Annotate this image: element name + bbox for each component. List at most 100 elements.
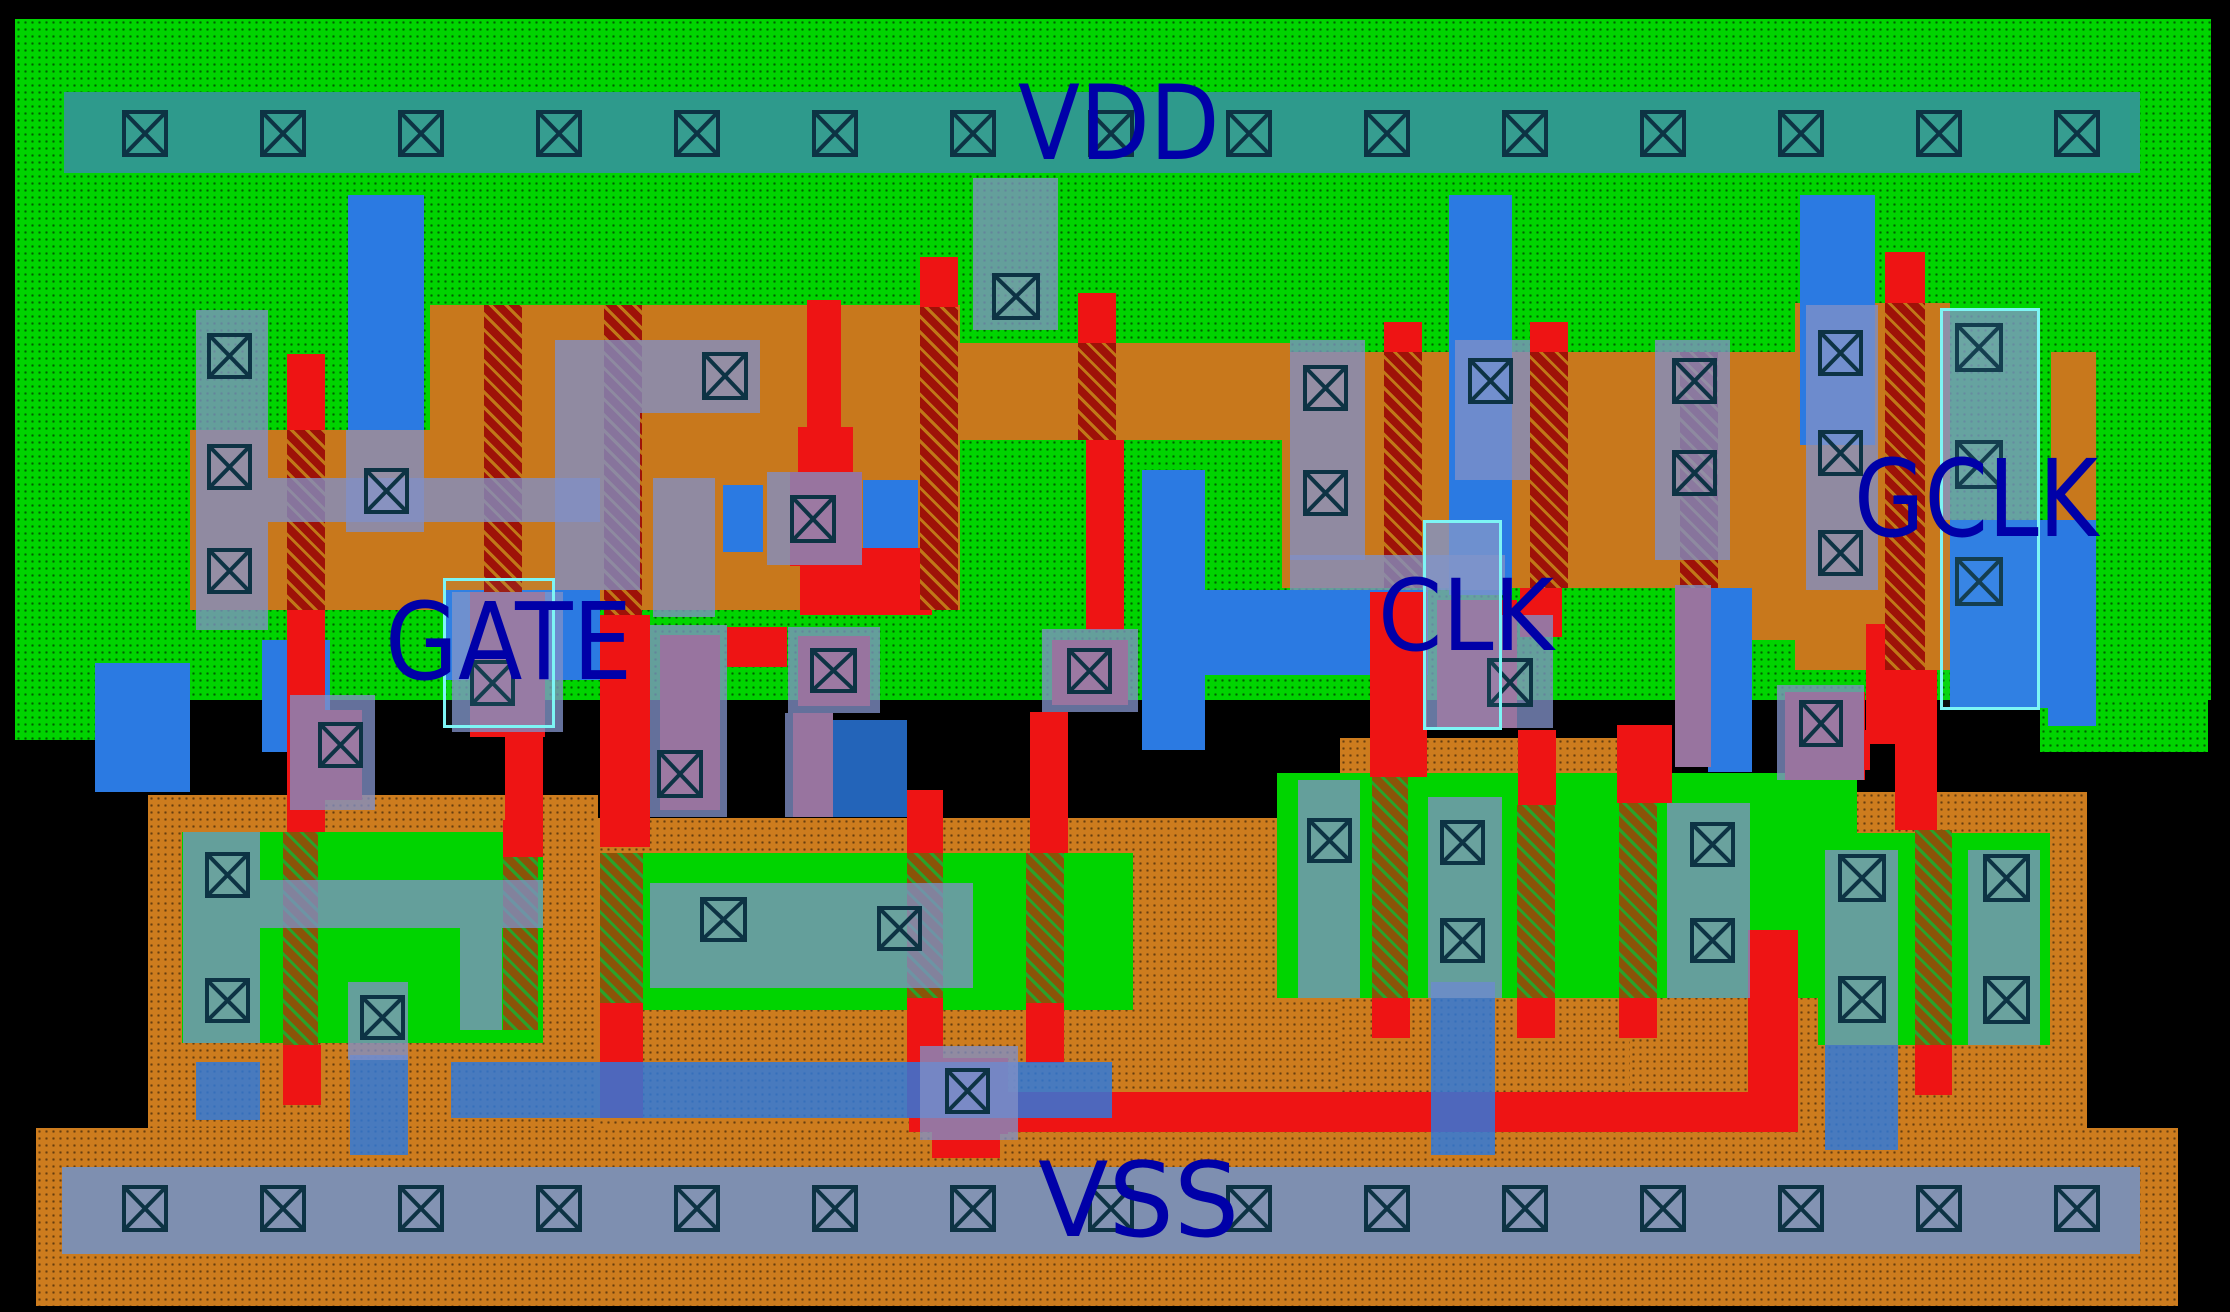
- layer-shape-po: [907, 790, 943, 853]
- layer-shape-po: [807, 300, 841, 427]
- layer-shape-po: [287, 354, 325, 430]
- contact-via: [1690, 918, 1735, 963]
- layer-shape-pg: [484, 305, 522, 592]
- layer-shape-m2: [1142, 470, 1205, 750]
- contact-via: [364, 468, 409, 514]
- vdd-rail-contact-via: [1916, 110, 1962, 157]
- contact-via: [318, 722, 363, 768]
- vdd-rail-contact-via: [260, 110, 306, 157]
- layer-shape-ng: [1517, 805, 1555, 998]
- vdd-rail-contact-via: [1088, 110, 1134, 157]
- vdd-rail-band: [64, 92, 2140, 173]
- layer-shape-m1: [1667, 803, 1750, 998]
- layer-shape-ng: [1372, 777, 1408, 998]
- layer-shape-po: [1370, 592, 1427, 777]
- layer-shape-m2: [95, 663, 190, 792]
- net-label-vss[interactable]: VSS: [1038, 1141, 1240, 1262]
- contact-via: [1440, 820, 1485, 865]
- vss-rail-contact-via: [1226, 1185, 1272, 1232]
- net-label-gclk[interactable]: GCLK: [1854, 437, 2099, 562]
- layer-shape-m2: [348, 195, 424, 430]
- contact-via: [1672, 450, 1717, 496]
- contact-via: [205, 978, 250, 1023]
- layer-shape-ng: [1026, 853, 1064, 1003]
- layer-shape-pa: [960, 343, 1290, 440]
- contact-via: [877, 906, 922, 951]
- clk-pin-marker[interactable]: [1423, 520, 1502, 730]
- layer-shape-po: [798, 427, 853, 475]
- layer-shape-ng: [600, 853, 643, 1003]
- vdd-rail-contact-via: [950, 110, 996, 157]
- layer-shape-m1: [346, 430, 424, 532]
- layer-shape-po: [920, 257, 958, 307]
- contact-via: [1487, 658, 1533, 707]
- layer-shape-po: [1372, 998, 1410, 1038]
- contact-via: [1983, 976, 2030, 1024]
- vss-rail-contact-via: [260, 1185, 306, 1232]
- vss-rail-contact-via: [1364, 1185, 1410, 1232]
- layer-shape-nw: [2040, 700, 2208, 752]
- net-label-vdd[interactable]: VDD: [1018, 64, 1220, 185]
- gate-pin-marker[interactable]: [443, 578, 555, 728]
- layer-shape-po: [1026, 1003, 1064, 1063]
- layer-shape-po: [600, 615, 650, 847]
- contact-via: [207, 333, 252, 379]
- layer-shape-pg: [1885, 303, 1925, 670]
- contact-via: [1983, 854, 2030, 902]
- contact-via: [205, 852, 250, 898]
- layer-shape-po: [1885, 252, 1925, 303]
- layer-shape-pg: [920, 307, 958, 610]
- vss-rail-contact-via: [1088, 1185, 1134, 1232]
- vdd-rail-contact-via: [122, 110, 168, 157]
- layer-shape-m1: [460, 928, 502, 1030]
- layer-shape-po: [1895, 670, 1937, 830]
- contact-via: [1672, 358, 1717, 404]
- contact-via: [810, 648, 857, 693]
- contact-via: [657, 750, 703, 798]
- layer-shape-m2: [723, 485, 763, 552]
- contact-via: [992, 273, 1040, 320]
- vss-rail-contact-via: [1778, 1185, 1824, 1232]
- layer-shape-m2b: [1825, 1045, 1898, 1150]
- layer-shape-po: [727, 627, 787, 667]
- contact-via: [1818, 430, 1863, 476]
- contact-via: [1838, 976, 1886, 1023]
- vss-rail-contact-via: [950, 1185, 996, 1232]
- vss-rail-contact-via: [1640, 1185, 1686, 1232]
- contact-via: [700, 897, 747, 942]
- contact-via: [1838, 854, 1886, 902]
- net-label-gate[interactable]: GATE: [385, 580, 633, 705]
- layer-shape-po: [1530, 322, 1568, 352]
- vdd-rail-contact-via: [1226, 110, 1272, 157]
- layer-shape-m1: [650, 883, 973, 988]
- vss-rail-contact-via: [2054, 1185, 2100, 1232]
- layer-shape-m1: [653, 478, 715, 617]
- contact-via: [1067, 648, 1112, 694]
- contact-via: [1799, 700, 1843, 747]
- contact-via: [1955, 557, 2003, 606]
- layer-shape-m1: [1455, 340, 1530, 480]
- contact-via: [1440, 918, 1485, 963]
- layer-shape-pg: [1384, 352, 1422, 588]
- layer-shape-m1: [1290, 340, 1365, 560]
- layer-shape-m1: [973, 178, 1058, 330]
- contact-via: [1955, 440, 2003, 489]
- layer-shape-po: [1617, 725, 1672, 803]
- layer-shape-m1: [555, 413, 640, 590]
- layer-shape-m2: [1708, 588, 1752, 772]
- layer-shape-m2b: [1431, 982, 1495, 1155]
- layer-shape-pg: [1078, 343, 1116, 440]
- contact-via: [1818, 530, 1863, 576]
- layer-shape-po: [1518, 730, 1556, 805]
- contact-via: [1955, 323, 2003, 372]
- net-label-clk[interactable]: CLK: [1378, 559, 1554, 675]
- layer-shape-po: [1619, 998, 1657, 1038]
- vdd-rail-contact-via: [812, 110, 858, 157]
- gclk-pin-marker[interactable]: [1940, 308, 2040, 710]
- layer-shape-po: [505, 735, 543, 830]
- layer-shape-po: [1384, 322, 1422, 352]
- layer-shape-m2: [1950, 520, 2048, 708]
- layer-shape-po: [1915, 1045, 1952, 1095]
- vdd-rail-contact-via: [1778, 110, 1824, 157]
